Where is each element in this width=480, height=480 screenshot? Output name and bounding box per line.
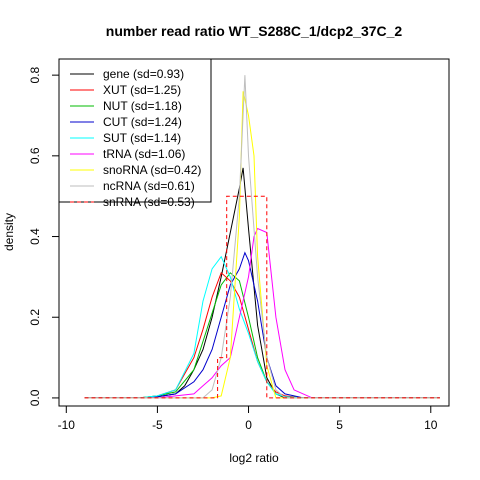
series-line-4 [84,255,440,399]
legend-box [58,58,212,203]
x-tick-label: 5 [336,418,343,432]
x-tick-label: -5 [152,418,163,432]
legend: gene (sd=0.93) XUT (sd=1.25) NUT (sd=1.18)… [58,58,212,209]
x-axis: -10 -5 0 5 10 [58,405,438,432]
series-layer [84,75,440,399]
legend-label-3: CUT (sd=1.24) [103,115,182,129]
y-tick-label: 0.8 [28,66,42,83]
series-line-5 [84,227,440,399]
y-axis: 0.0 0.2 0.4 0.6 0.8 [28,66,60,406]
legend-label-4: SUT (sd=1.14) [103,131,181,145]
series-line-3 [84,251,440,399]
legend-label-8: snRNA (sd=0.53) [103,195,195,209]
chart-title: number read ratio WT_S288C_1/dcp2_37C_2 [106,23,403,39]
x-tick-label: -10 [58,418,76,432]
x-tick-label: 0 [245,418,252,432]
legend-label-0: gene (sd=0.93) [103,67,184,81]
legend-label-7: ncRNA (sd=0.61) [103,179,195,193]
series-line-1 [84,271,440,399]
legend-label-6: snoRNA (sd=0.42) [103,163,201,177]
y-tick-label: 0.2 [28,309,42,326]
x-tick-label: 10 [424,418,438,432]
legend-label-2: NUT (sd=1.18) [103,99,182,113]
series-line-2 [84,272,440,399]
x-axis-label: log2 ratio [229,451,279,465]
y-axis-label: density [2,213,16,251]
y-tick-label: 0.6 [28,147,42,164]
y-tick-label: 0.4 [28,228,42,245]
legend-label-5: tRNA (sd=1.06) [103,147,185,161]
series-line-8 [84,195,440,399]
y-tick-label: 0.0 [28,389,42,406]
legend-label-1: XUT (sd=1.25) [103,83,181,97]
series-line-7 [84,75,440,399]
